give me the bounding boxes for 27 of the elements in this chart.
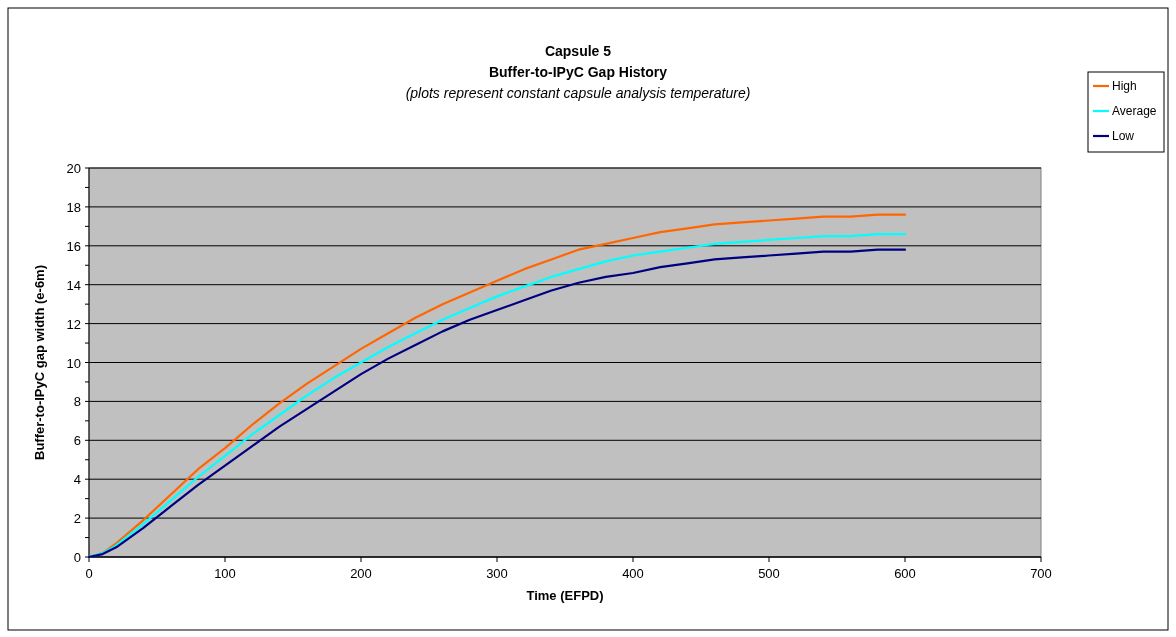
x-tick-label: 700 — [1030, 566, 1052, 581]
x-tick-label: 600 — [894, 566, 916, 581]
y-tick-label: 16 — [66, 238, 81, 254]
legend-label: High — [1112, 79, 1137, 93]
y-tick-label: 12 — [66, 316, 81, 332]
x-tick-label: 200 — [350, 566, 372, 581]
y-tick-label: 18 — [66, 199, 81, 215]
legend-label: Average — [1112, 104, 1157, 118]
y-tick-label: 14 — [66, 277, 81, 293]
x-tick-label: 0 — [85, 566, 93, 581]
y-tick-label: 4 — [73, 472, 81, 488]
y-tick-label: 8 — [73, 394, 81, 410]
y-tick-label: 2 — [73, 511, 81, 527]
x-tick-label: 400 — [622, 566, 644, 581]
x-tick-label: 300 — [486, 566, 508, 581]
x-tick-label: 100 — [214, 566, 236, 581]
text: (plots represent constant capsule analysis temperature) — [405, 85, 751, 101]
chart-title: Capsule 5 — [544, 43, 612, 59]
y-axis-title: Buffer-to-IPyC gap width (e-6m) — [32, 265, 47, 460]
y-tick-label: 20 — [66, 161, 81, 176]
y-tick-label: 6 — [73, 433, 81, 449]
y-tick-label: 10 — [66, 355, 81, 371]
chart-subtitle: Buffer-to-IPyC Gap History — [488, 64, 668, 80]
x-tick-label: 500 — [758, 566, 780, 581]
x-axis-title: Time (EFPD) — [526, 588, 604, 603]
legend-label: Low — [1112, 129, 1135, 143]
y-tick-label: 0 — [73, 550, 81, 565]
